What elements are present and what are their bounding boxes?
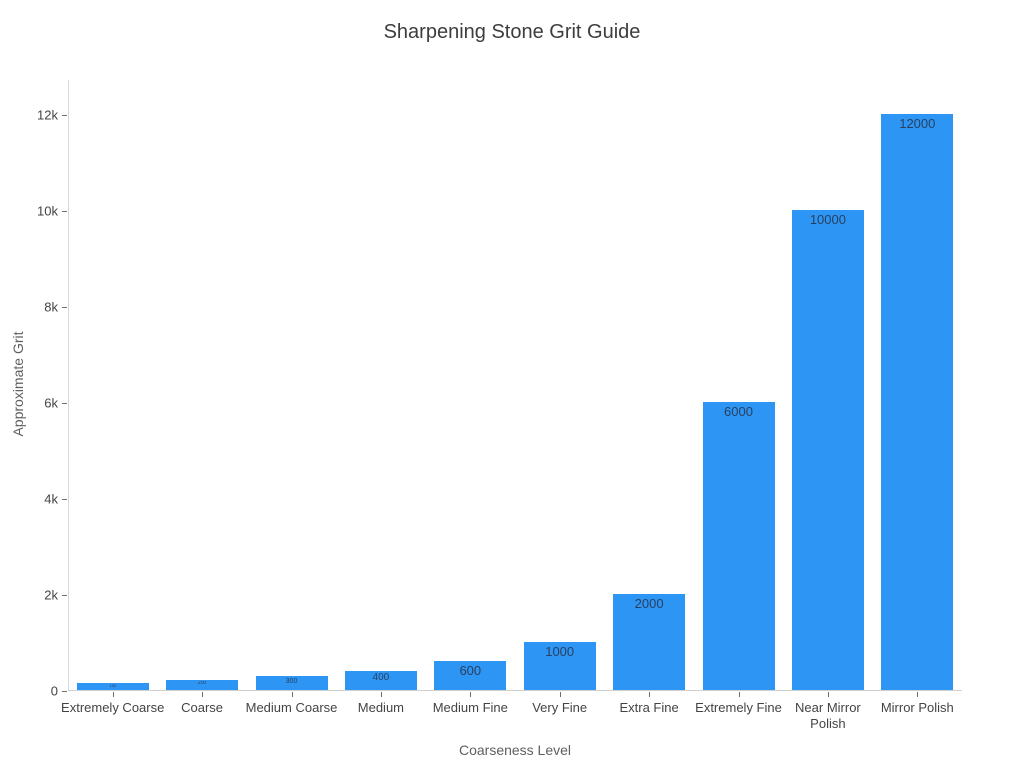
bar-value-label: 10000 bbox=[809, 213, 846, 226]
y-tick-label: 0 bbox=[50, 683, 58, 699]
x-axis-line bbox=[68, 690, 962, 691]
bar-value-label: 150 bbox=[109, 683, 117, 688]
y-tick-label: 8k bbox=[44, 299, 58, 315]
bar[interactable]: 400 bbox=[344, 670, 417, 690]
bar[interactable]: 2000 bbox=[613, 594, 686, 690]
y-tick-label: 6k bbox=[44, 395, 58, 411]
x-tick-label: Near Mirror Polish bbox=[795, 700, 861, 731]
bar-value-label: 200 bbox=[197, 681, 207, 687]
y-tick-mark bbox=[62, 402, 67, 404]
y-tick-label: 4k bbox=[44, 491, 58, 507]
chart-title: Sharpening Stone Grit Guide bbox=[383, 21, 641, 43]
x-tick-mark bbox=[559, 692, 561, 697]
x-tick-mark bbox=[112, 692, 114, 697]
bar[interactable]: 12000 bbox=[881, 114, 954, 690]
bar-value-label: 1000 bbox=[545, 645, 575, 658]
y-tick-mark bbox=[62, 690, 67, 692]
bar[interactable]: 200 bbox=[166, 680, 239, 690]
x-tick-mark bbox=[827, 692, 829, 697]
y-tick-mark bbox=[62, 114, 67, 116]
bar-value-label: 400 bbox=[372, 672, 390, 683]
y-axis-line bbox=[68, 80, 69, 691]
bar[interactable]: 1000 bbox=[523, 642, 596, 690]
y-tick-label: 12k bbox=[37, 107, 58, 123]
x-tick-label: Medium bbox=[357, 700, 405, 715]
x-tick-label: Extremely Coarse bbox=[61, 700, 165, 715]
y-tick-label: 2k bbox=[44, 587, 58, 603]
y-axis-title: Approximate Grit bbox=[10, 331, 26, 437]
x-tick-mark bbox=[649, 692, 651, 697]
bar-value-label: 300 bbox=[285, 677, 298, 685]
bar-value-label: 12000 bbox=[899, 117, 936, 130]
x-tick-mark bbox=[738, 692, 740, 697]
y-tick-mark bbox=[62, 306, 67, 308]
x-tick-label: Mirror Polish bbox=[880, 700, 954, 715]
y-tick-label: 10k bbox=[37, 203, 58, 219]
bar[interactable]: 6000 bbox=[702, 402, 775, 690]
x-tick-label: Extra Fine bbox=[619, 700, 679, 715]
bar[interactable]: 600 bbox=[434, 661, 507, 690]
y-tick-mark bbox=[62, 498, 67, 500]
bar-value-label: 2000 bbox=[634, 597, 664, 610]
bar-value-label: 600 bbox=[459, 664, 482, 678]
bar[interactable]: 150 bbox=[76, 682, 149, 690]
x-tick-mark bbox=[202, 692, 204, 697]
plot-area: 0 2k 4k 6k 8k 10k 12k Extremely Coarse 150 Coarse… bbox=[37, 80, 962, 731]
x-tick-mark bbox=[470, 692, 472, 697]
x-tick-label: Medium Coarse bbox=[245, 700, 338, 715]
y-tick-mark bbox=[62, 210, 67, 212]
y-tick-mark bbox=[62, 594, 67, 596]
bar[interactable]: 10000 bbox=[791, 210, 864, 690]
x-tick-mark bbox=[291, 692, 293, 697]
x-tick-label: Coarse bbox=[181, 700, 224, 715]
x-tick-mark bbox=[917, 692, 919, 697]
x-axis-title: Coarseness Level bbox=[458, 742, 572, 758]
x-tick-label: Extremely Fine bbox=[695, 700, 782, 715]
bar-value-label: 6000 bbox=[724, 405, 753, 418]
bar[interactable]: 300 bbox=[255, 675, 328, 690]
x-tick-label: Medium Fine bbox=[432, 700, 508, 715]
x-tick-label: Very Fine bbox=[532, 700, 588, 715]
x-tick-mark bbox=[380, 692, 382, 697]
